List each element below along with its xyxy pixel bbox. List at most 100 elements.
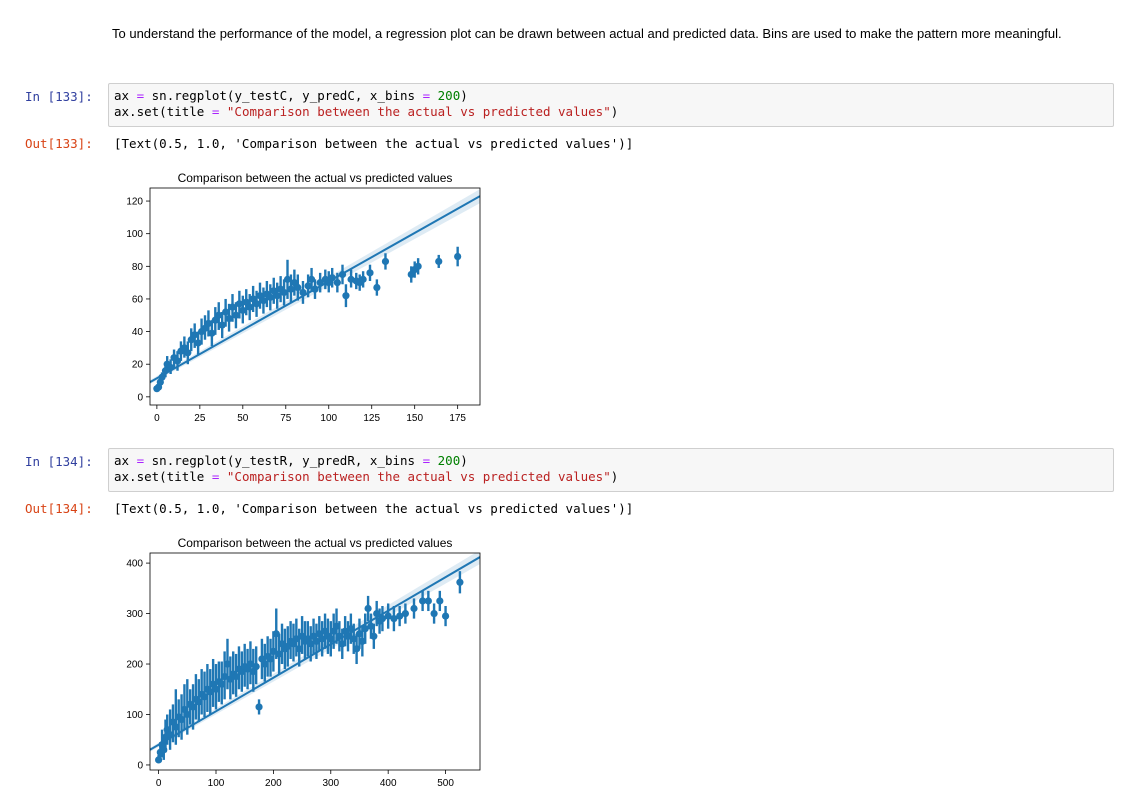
y-tick-label: 60 <box>132 294 144 305</box>
data-point <box>287 285 295 293</box>
data-point <box>173 357 182 365</box>
data-point <box>292 635 300 643</box>
code-token: sn.regplot(y_testC, y_predC, x_bins <box>151 88 416 103</box>
data-point <box>261 660 269 668</box>
data-point <box>177 715 186 724</box>
markdown-text: To understand the performance of the mod… <box>112 26 1062 41</box>
data-point <box>332 622 341 630</box>
data-point <box>307 275 316 283</box>
data-point <box>353 645 361 653</box>
code-token: ) <box>610 469 619 484</box>
data-point <box>364 604 372 613</box>
code-token: "Comparison between the actual vs predic… <box>226 469 611 484</box>
data-point <box>361 625 369 633</box>
data-point <box>280 288 288 297</box>
data-point <box>401 609 409 618</box>
data-point <box>208 329 216 337</box>
code-cell-133[interactable]: ax = sn.regplot(y_testC, y_predC, x_bins… <box>108 83 1114 127</box>
x-tick-label: 400 <box>380 778 397 789</box>
data-point <box>272 630 280 638</box>
data-point <box>367 622 375 630</box>
data-point <box>221 673 229 681</box>
data-point <box>194 339 202 347</box>
y-tick-label: 0 <box>137 392 143 403</box>
code-token: = <box>211 104 220 119</box>
data-point <box>212 685 220 693</box>
data-point <box>454 252 462 261</box>
data-point <box>333 279 341 287</box>
regplot-chart-133: Comparison between the actual vs predict… <box>126 171 481 424</box>
code-cell-134[interactable]: ax = sn.regplot(y_testR, y_predR, x_bins… <box>108 448 1114 492</box>
regression-line <box>150 556 480 751</box>
y-tick-label: 40 <box>132 327 144 338</box>
code-token: ax <box>114 88 130 103</box>
x-tick-label: 100 <box>320 413 337 424</box>
output-text-134: [Text(0.5, 1.0, 'Comparison between the … <box>114 501 634 516</box>
data-point <box>200 693 209 701</box>
x-tick-label: 25 <box>194 413 206 424</box>
data-point <box>358 637 366 645</box>
x-tick-label: 150 <box>406 413 423 424</box>
data-point <box>266 293 274 301</box>
code-token: ax.set(title <box>114 104 205 119</box>
code-token: = <box>211 469 220 484</box>
data-point <box>184 349 192 357</box>
data-point <box>252 300 261 308</box>
data-point <box>239 306 247 314</box>
data-point <box>191 331 199 339</box>
data-point <box>273 292 281 300</box>
data-point <box>222 308 230 316</box>
data-point <box>295 645 303 653</box>
code-line: ax = sn.regplot(y_testC, y_predC, x_bins… <box>114 88 1108 104</box>
code-token: ax <box>114 453 130 468</box>
in-prompt-133: In [133]: <box>25 89 93 104</box>
regression-line <box>150 195 480 384</box>
y-tick-label: 120 <box>126 197 143 208</box>
data-point <box>414 262 422 270</box>
x-tick-label: 0 <box>154 413 160 424</box>
x-tick-label: 0 <box>156 778 162 789</box>
y-tick-label: 0 <box>137 760 143 771</box>
code-line: ax.set(title = "Comparison between the a… <box>114 104 1108 120</box>
code-token: = <box>136 453 145 468</box>
y-tick-label: 20 <box>132 360 144 371</box>
y-tick-label: 200 <box>126 660 143 671</box>
axes-frame <box>149 552 481 771</box>
axes-frame <box>149 187 481 406</box>
data-point <box>195 698 203 706</box>
data-point <box>419 597 427 605</box>
data-point <box>155 756 163 764</box>
data-point <box>266 655 275 663</box>
y-tick-label: 100 <box>126 229 143 240</box>
in-prompt-134: In [134]: <box>25 454 93 469</box>
code-line: ax = sn.regplot(y_testR, y_predR, x_bins… <box>114 453 1108 469</box>
code-token: "Comparison between the actual vs predic… <box>226 104 611 119</box>
data-point <box>275 650 283 658</box>
data-point <box>259 296 268 305</box>
data-point <box>350 635 358 643</box>
code-token: ) <box>460 88 468 103</box>
code-token: 200 <box>437 453 461 468</box>
data-point <box>436 597 444 605</box>
data-point <box>283 275 292 283</box>
data-point <box>255 703 263 711</box>
data-point <box>456 578 464 586</box>
data-point <box>381 257 390 266</box>
code-token: 200 <box>437 88 461 103</box>
data-point <box>183 710 191 719</box>
chart-title: Comparison between the actual vs predict… <box>178 536 453 550</box>
x-tick-label: 175 <box>449 413 466 424</box>
y-tick-label: 100 <box>126 710 143 721</box>
data-point <box>435 257 443 266</box>
data-point <box>235 300 243 308</box>
x-tick-label: 500 <box>437 778 454 789</box>
data-point <box>189 703 197 711</box>
data-point <box>342 292 350 300</box>
data-point <box>206 688 214 696</box>
chart-plot-layer <box>150 189 480 393</box>
x-tick-label: 200 <box>265 778 282 789</box>
data-point <box>246 303 254 311</box>
data-point <box>304 282 312 290</box>
data-point <box>355 630 364 638</box>
data-point <box>384 612 392 620</box>
